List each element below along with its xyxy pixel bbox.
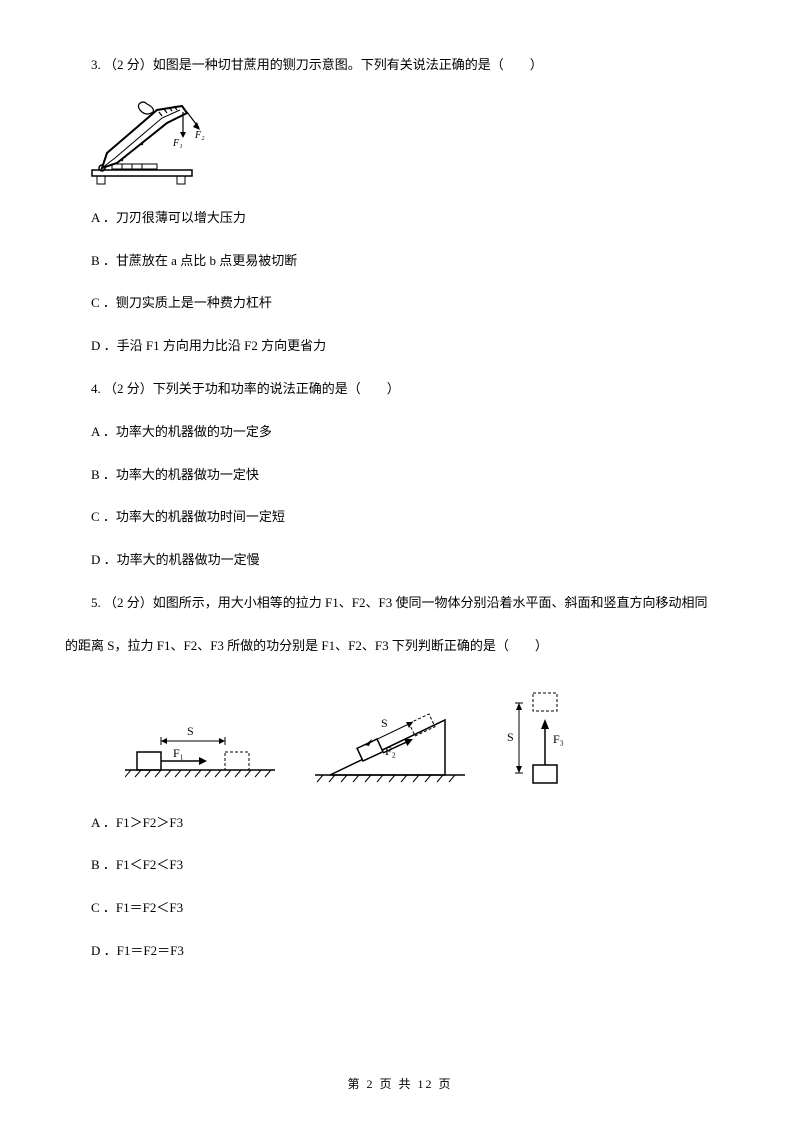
svg-text:S: S bbox=[507, 730, 514, 744]
q4-option-a: A ．功率大的机器做的功一定多 bbox=[65, 422, 735, 443]
q5-figure: S F₁ S F₂ bbox=[125, 685, 735, 785]
q3-option-d: D ．手沿 F1 方向用力比沿 F2 方向更省力 bbox=[65, 336, 735, 357]
svg-text:F₁: F₁ bbox=[173, 746, 184, 760]
q4-stem: 4. （2 分）下列关于功和功率的说法正确的是（ ） bbox=[65, 379, 735, 400]
q5-option-d: D ．F1＝F2＝F3 bbox=[65, 941, 735, 962]
q3-option-c: C ．铡刀实质上是一种费力杠杆 bbox=[65, 293, 735, 314]
q5-option-a: A ．F1＞F2＞F3 bbox=[65, 813, 735, 834]
svg-text:S: S bbox=[381, 716, 388, 730]
q3-option-a: A ．刀刃很薄可以增大压力 bbox=[65, 208, 735, 229]
q4-option-b: B ．功率大的机器做功一定快 bbox=[65, 465, 735, 486]
page-footer: 第 2 页 共 12 页 bbox=[0, 1075, 800, 1094]
svg-text:F₁: F₁ bbox=[172, 138, 183, 149]
q3-figure: F₁ F₂ bbox=[87, 98, 735, 188]
q5-option-b: B ．F1＜F2＜F3 bbox=[65, 855, 735, 876]
svg-text:S: S bbox=[187, 724, 194, 738]
q5-option-c: C ．F1＝F2＜F3 bbox=[65, 898, 735, 919]
q5-stem-line1: 5. （2 分）如图所示，用大小相等的拉力 F1、F2、F3 使同一物体分别沿着… bbox=[65, 593, 735, 614]
q4-option-c: C ．功率大的机器做功时间一定短 bbox=[65, 507, 735, 528]
q3-option-b: B ．甘蔗放在 a 点比 b 点更易被切断 bbox=[65, 251, 735, 272]
svg-text:F₂: F₂ bbox=[385, 744, 396, 758]
q5-stem-line2: 的距离 S，拉力 F1、F2、F3 所做的功分别是 F1、F2、F3 下列判断正… bbox=[65, 636, 735, 657]
svg-text:F₂: F₂ bbox=[194, 130, 205, 141]
svg-text:F₃: F₃ bbox=[553, 732, 564, 746]
q4-option-d: D ．功率大的机器做功一定慢 bbox=[65, 550, 735, 571]
q3-stem: 3. （2 分）如图是一种切甘蔗用的铡刀示意图。下列有关说法正确的是（ ） bbox=[65, 55, 735, 76]
